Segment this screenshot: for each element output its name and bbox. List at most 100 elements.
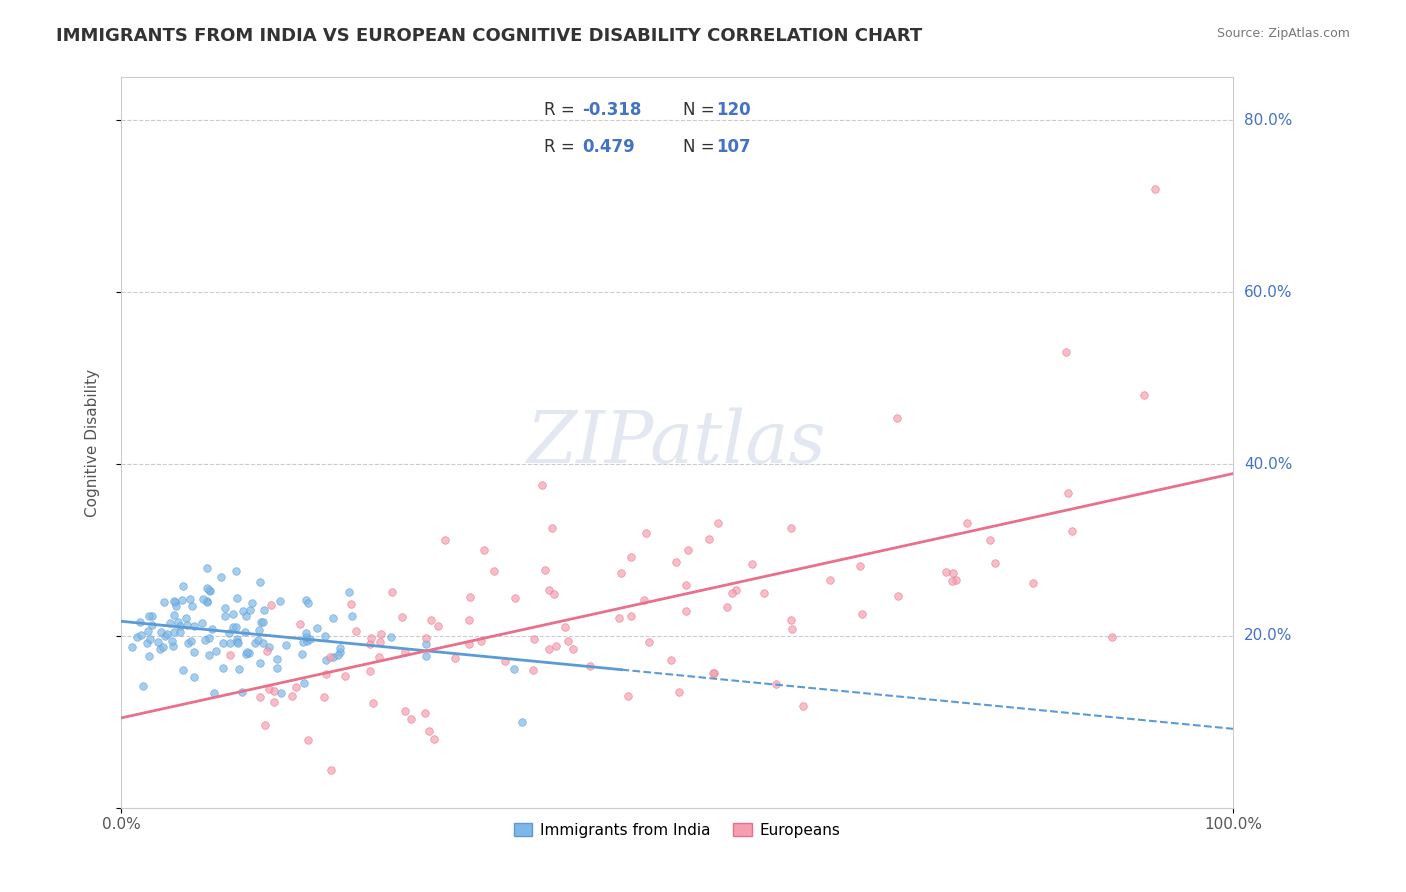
Europeans (249, 690, 271, 704)
Immigrants from India (315, 653, 337, 667)
Europeans (702, 666, 724, 681)
Europeans (620, 608, 643, 623)
Europeans (297, 733, 319, 747)
Europeans (391, 609, 413, 624)
Europeans (676, 542, 699, 557)
Immigrants from India (247, 624, 270, 638)
Immigrants from India (195, 595, 218, 609)
Immigrants from India (146, 635, 169, 649)
Immigrants from India (240, 596, 263, 610)
Europeans (984, 556, 1007, 570)
Immigrants from India (121, 640, 143, 655)
Europeans (359, 637, 381, 651)
Immigrants from India (205, 644, 228, 658)
Europeans (418, 724, 440, 739)
Europeans (263, 695, 285, 709)
Europeans (638, 635, 661, 649)
Immigrants from India (176, 618, 198, 632)
Europeans (610, 566, 633, 581)
Immigrants from India (226, 636, 249, 650)
Europeans (707, 516, 730, 531)
Europeans (979, 533, 1001, 547)
Immigrants from India (179, 592, 201, 607)
Europeans (554, 620, 576, 634)
Immigrants from India (190, 615, 212, 630)
Europeans (444, 650, 467, 665)
Europeans (1144, 182, 1167, 196)
Immigrants from India (329, 645, 352, 659)
Text: 0.479: 0.479 (582, 138, 636, 156)
Europeans (1056, 486, 1078, 500)
Immigrants from India (198, 583, 221, 598)
Immigrants from India (198, 582, 221, 597)
Europeans (782, 623, 804, 637)
Europeans (620, 549, 643, 564)
Europeans (315, 666, 337, 681)
Immigrants from India (198, 631, 221, 645)
Europeans (368, 635, 391, 649)
Europeans (1133, 388, 1156, 402)
Europeans (818, 573, 841, 587)
Immigrants from India (136, 624, 159, 639)
Europeans (668, 685, 690, 699)
Europeans (849, 558, 872, 573)
Europeans (562, 641, 585, 656)
Text: 20.0%: 20.0% (1244, 628, 1292, 643)
Immigrants from India (235, 609, 257, 624)
Immigrants from India (202, 686, 225, 700)
Immigrants from India (314, 629, 336, 643)
Immigrants from India (342, 608, 364, 623)
Immigrants from India (266, 652, 288, 666)
Immigrants from India (191, 592, 214, 607)
Text: 107: 107 (716, 138, 751, 156)
Immigrants from India (295, 630, 318, 644)
Immigrants from India (195, 560, 218, 574)
Europeans (281, 689, 304, 703)
Immigrants from India (269, 594, 291, 608)
Immigrants from India (226, 632, 249, 647)
Immigrants from India (135, 636, 157, 650)
Europeans (935, 565, 957, 579)
Legend: Immigrants from India, Europeans: Immigrants from India, Europeans (508, 817, 846, 844)
Europeans (941, 574, 963, 588)
Immigrants from India (183, 669, 205, 683)
Immigrants from India (231, 684, 253, 698)
Immigrants from India (172, 664, 194, 678)
Europeans (779, 613, 801, 627)
Immigrants from India (172, 579, 194, 593)
Europeans (458, 591, 481, 605)
Europeans (886, 411, 908, 425)
Text: 120: 120 (716, 102, 751, 120)
Immigrants from India (183, 645, 205, 659)
Europeans (543, 587, 565, 601)
Immigrants from India (180, 633, 202, 648)
Europeans (665, 555, 688, 569)
Europeans (434, 533, 457, 547)
Immigrants from India (195, 594, 218, 608)
Immigrants from India (249, 575, 271, 590)
Text: N =: N = (682, 138, 720, 156)
Immigrants from India (138, 609, 160, 624)
Immigrants from India (221, 607, 243, 621)
Immigrants from India (139, 632, 162, 646)
Europeans (617, 690, 640, 704)
Europeans (530, 478, 553, 492)
Europeans (360, 664, 382, 678)
Immigrants from India (163, 593, 186, 607)
Immigrants from India (329, 640, 352, 655)
Europeans (472, 543, 495, 558)
Immigrants from India (163, 607, 186, 622)
Immigrants from India (337, 585, 360, 599)
Immigrants from India (305, 621, 328, 635)
Immigrants from India (233, 625, 256, 640)
Immigrants from India (249, 615, 271, 629)
Immigrants from India (165, 599, 187, 613)
Immigrants from India (201, 623, 224, 637)
Immigrants from India (183, 619, 205, 633)
Europeans (415, 631, 437, 645)
Europeans (716, 600, 738, 615)
Text: Source: ZipAtlas.com: Source: ZipAtlas.com (1216, 27, 1350, 40)
Text: IMMIGRANTS FROM INDIA VS EUROPEAN COGNITIVE DISABILITY CORRELATION CHART: IMMIGRANTS FROM INDIA VS EUROPEAN COGNIT… (56, 27, 922, 45)
Europeans (394, 645, 416, 659)
Europeans (344, 624, 367, 638)
